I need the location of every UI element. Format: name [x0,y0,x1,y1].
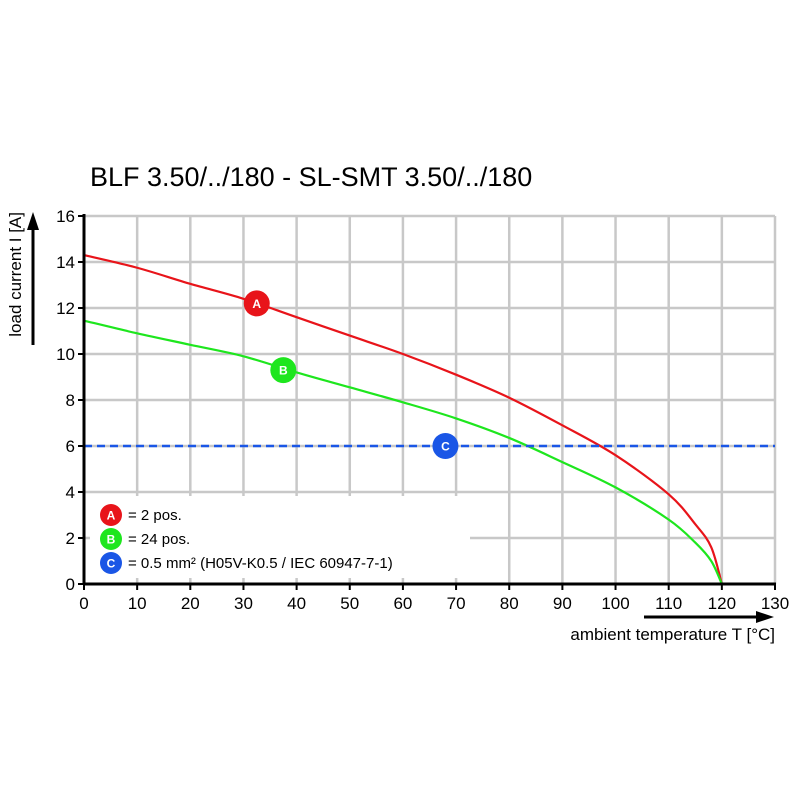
x-tick-label: 100 [601,594,629,613]
x-tick-label: 120 [708,594,736,613]
chart-title: BLF 3.50/../180 - SL-SMT 3.50/../180 [90,162,532,192]
y-axis-arrowhead [27,212,39,230]
y-tick-label: 16 [56,207,75,226]
legend-text: = 0.5 mm² (H05V-K0.5 / IEC 60947-7-1) [128,555,393,572]
y-tick-label: 14 [56,253,75,272]
x-tick-label: 60 [393,594,412,613]
marker-C-circle [432,433,459,459]
legend-marker-B-label: B [107,533,116,547]
y-tick-label: 8 [66,391,75,410]
y-tick-label: 6 [66,437,75,456]
series-line-A [83,254,723,585]
x-tick-label: 90 [553,594,572,613]
legend-marker-B-circle [100,528,122,550]
x-tick-label: 20 [181,594,200,613]
x-tick-label: 10 [128,594,147,613]
y-tick-label: 10 [56,345,75,364]
x-tick-label: 30 [234,594,253,613]
marker-B-label: B [279,364,288,378]
series-line-B [83,319,723,585]
legend-marker-C-label: C [107,557,116,571]
y-tick-label: 2 [66,529,75,548]
marker-A-label: A [252,297,261,311]
legend-marker-C-circle [100,552,122,574]
legend-marker-A-label: A [107,509,116,523]
x-tick-label: 70 [447,594,466,613]
marker-A-circle [243,290,270,317]
legend-background [90,496,470,578]
marker-C-label: C [441,440,450,454]
legend-text: = 2 pos. [128,507,182,524]
x-tick-label: 50 [340,594,359,613]
y-axis-label: load current I [A] [6,212,25,337]
y-tick-label: 4 [66,483,75,502]
marker-B-circle [270,357,297,384]
x-tick-label: 40 [287,594,306,613]
x-axis-arrowhead [756,611,774,623]
x-axis-label: ambient temperature T [°C] [570,625,775,644]
legend-text: = 24 pos. [128,531,190,548]
x-tick-label: 110 [655,594,682,613]
xlabel-background [640,586,780,596]
x-tick-label: 80 [500,594,519,613]
x-tick-label: 0 [79,594,88,613]
legend-marker-A-circle [100,504,122,526]
y-tick-label: 0 [66,575,75,594]
x-tick-label: 130 [761,594,789,613]
y-tick-label: 12 [56,299,75,318]
